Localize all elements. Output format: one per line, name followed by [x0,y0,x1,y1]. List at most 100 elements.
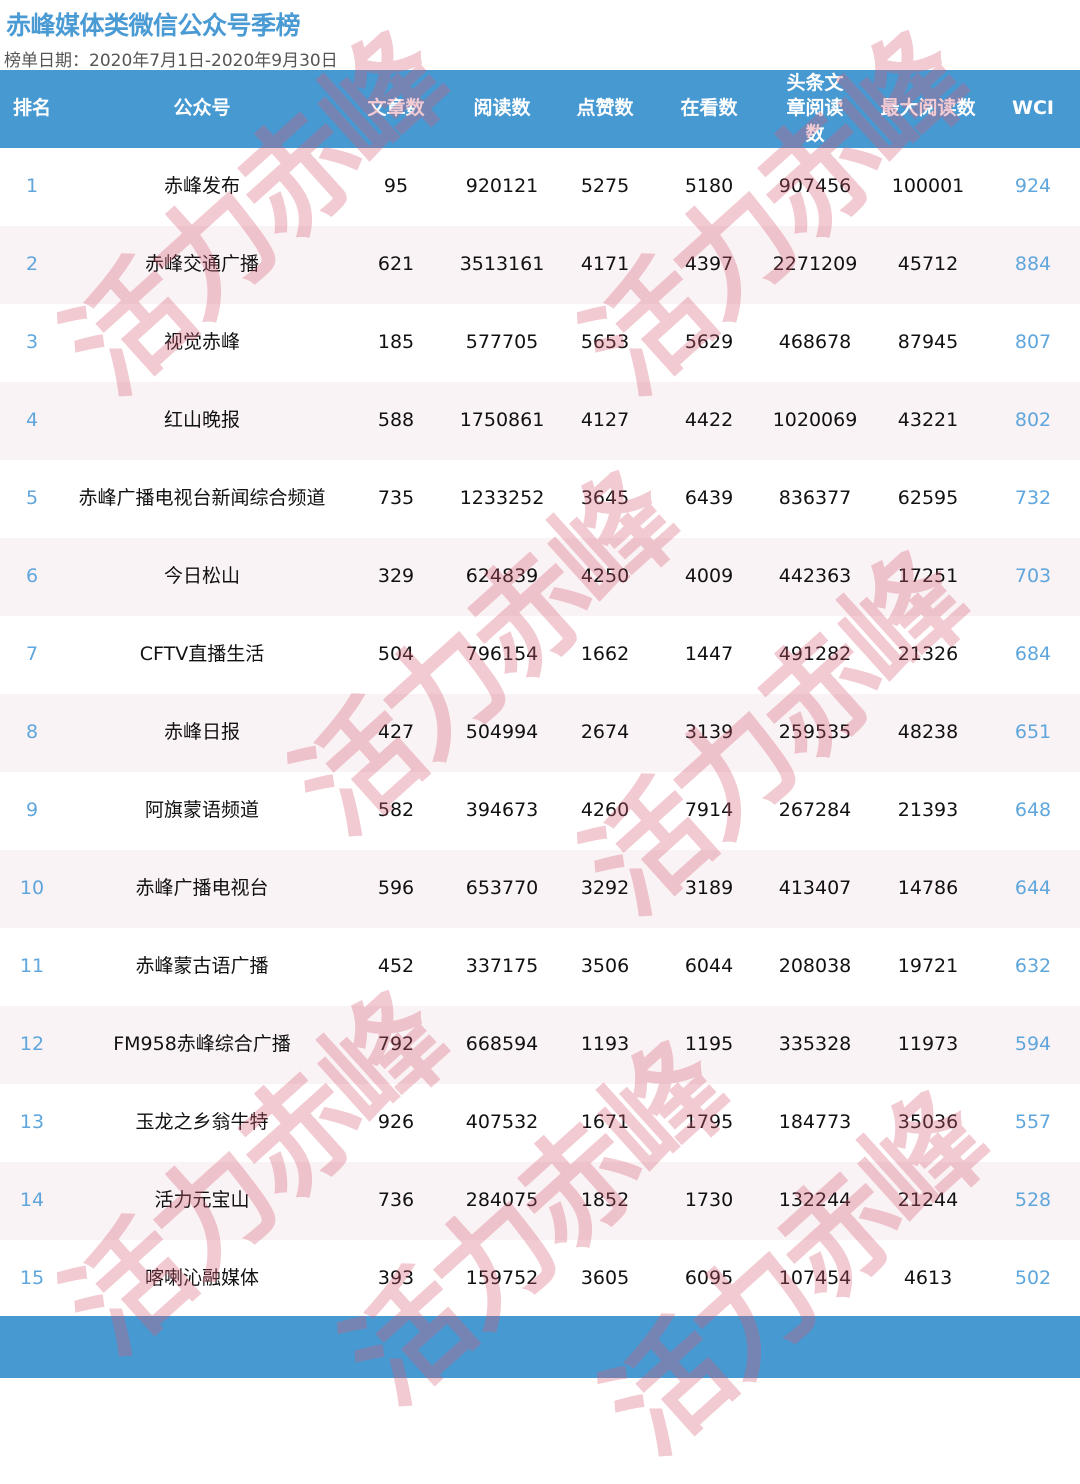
cell-reads: 284075 [465,1189,539,1212]
cell-likes: 3292 [580,877,630,900]
cell-watching: 1447 [684,643,734,666]
table-row: 10 赤峰广播电视台 596 653770 3292 3189 413407 14786 644 [0,850,1080,928]
cell-wci: 703 [1014,565,1052,588]
cell-articles: 926 [377,1111,415,1134]
cell-headline-reads: 1020069 [772,409,858,432]
header-likes: 点赞数 [576,97,634,120]
cell-articles: 596 [377,877,415,900]
cell-rank: 7 [25,643,39,666]
cell-reads: 1750861 [459,409,545,432]
cell-wci: 807 [1014,331,1052,354]
cell-max-reads: 43221 [897,409,959,432]
cell-watching: 4397 [684,253,734,276]
cell-wci: 632 [1014,955,1052,978]
cell-max-reads: 17251 [897,565,959,588]
cell-rank: 4 [25,409,39,432]
cell-max-reads: 4613 [903,1267,953,1290]
cell-articles: 736 [377,1189,415,1212]
cell-max-reads: 45712 [897,253,959,276]
cell-reads: 577705 [465,331,539,354]
cell-max-reads: 35036 [897,1111,959,1134]
cell-watching: 1730 [684,1189,734,1212]
cell-rank: 1 [25,175,39,198]
table-row: 11 赤峰蒙古语广播 452 337175 3506 6044 208038 19721 632 [0,928,1080,1006]
cell-reads: 394673 [465,799,539,822]
cell-likes: 5653 [580,331,630,354]
cell-max-reads: 14786 [897,877,959,900]
cell-account: 喀喇沁融媒体 [144,1267,259,1290]
cell-rank: 9 [25,799,39,822]
cell-account: 阿旗蒙语频道 [144,799,259,822]
cell-account: 玉龙之乡翁牛特 [135,1111,269,1134]
page-title: 赤峰媒体类微信公众号季榜 [6,11,301,40]
cell-articles: 735 [377,487,415,510]
cell-rank: 8 [25,721,39,744]
table-row: 8 赤峰日报 427 504994 2674 3139 259535 48238 651 [0,694,1080,772]
cell-headline-reads: 184773 [778,1111,852,1134]
cell-account: 赤峰广播电视台 [135,877,269,900]
cell-articles: 621 [377,253,415,276]
cell-headline-reads: 2271209 [772,253,858,276]
table-row: 7 CFTV直播生活 504 796154 1662 1447 491282 21326 684 [0,616,1080,694]
cell-rank: 11 [19,955,45,978]
cell-likes: 4250 [580,565,630,588]
cell-likes: 2674 [580,721,630,744]
table-row: 3 视觉赤峰 185 577705 5653 5629 468678 87945 807 [0,304,1080,382]
cell-account: 赤峰交通广播 [144,253,259,276]
cell-likes: 3645 [580,487,630,510]
header-watching: 在看数 [680,97,738,120]
header-wci: WCI [1012,97,1054,120]
cell-articles: 792 [377,1033,415,1056]
table-row: 15 喀喇沁融媒体 393 159752 3605 6095 107454 4613 502 [0,1240,1080,1318]
cell-wci: 644 [1014,877,1052,900]
cell-reads: 3513161 [459,253,545,276]
cell-watching: 3139 [684,721,734,744]
cell-watching: 1795 [684,1111,734,1134]
cell-rank: 6 [25,565,39,588]
cell-account: 视觉赤峰 [163,331,240,354]
header-reads: 阅读数 [473,97,531,120]
cell-likes: 5275 [580,175,630,198]
cell-headline-reads: 836377 [778,487,852,510]
cell-max-reads: 62595 [897,487,959,510]
date-range: 榜单日期：2020年7月1日-2020年9月30日 [4,51,338,71]
cell-articles: 504 [377,643,415,666]
ranking-table: 排名 公众号 文章数 阅读数 点赞数 在看数 头条文章阅读数 最大阅读数 WCI 1 赤峰发布 95… [0,70,1080,1318]
table-body: 1 赤峰发布 95 920121 5275 5180 907456 100001 924 2 赤峰交… [0,148,1080,1318]
cell-max-reads: 21326 [897,643,959,666]
cell-reads: 653770 [465,877,539,900]
cell-likes: 1671 [580,1111,630,1134]
cell-headline-reads: 907456 [778,175,852,198]
cell-wci: 802 [1014,409,1052,432]
cell-account: 今日松山 [163,565,240,588]
cell-rank: 14 [19,1189,45,1212]
cell-wci: 884 [1014,253,1052,276]
cell-headline-reads: 132244 [778,1189,852,1212]
cell-wci: 648 [1014,799,1052,822]
cell-articles: 393 [377,1267,415,1290]
cell-likes: 1852 [580,1189,630,1212]
cell-reads: 159752 [465,1267,539,1290]
cell-watching: 4422 [684,409,734,432]
cell-wci: 594 [1014,1033,1052,1056]
cell-max-reads: 100001 [891,175,965,198]
table-header: 排名 公众号 文章数 阅读数 点赞数 在看数 头条文章阅读数 最大阅读数 WCI [0,70,1080,148]
cell-reads: 624839 [465,565,539,588]
cell-wci: 924 [1014,175,1052,198]
cell-headline-reads: 335328 [778,1033,852,1056]
cell-reads: 504994 [465,721,539,744]
cell-account: CFTV直播生活 [139,643,265,666]
cell-account: 赤峰发布 [163,175,240,198]
cell-reads: 407532 [465,1111,539,1134]
cell-max-reads: 21244 [897,1189,959,1212]
cell-rank: 15 [19,1267,45,1290]
header-headline-reads: 头条文章阅读数 [786,71,844,145]
cell-account: 活力元宝山 [154,1189,250,1212]
cell-max-reads: 11973 [897,1033,959,1056]
table-row: 1 赤峰发布 95 920121 5275 5180 907456 100001 924 [0,148,1080,226]
cell-watching: 1195 [684,1033,734,1056]
cell-likes: 4127 [580,409,630,432]
cell-headline-reads: 468678 [778,331,852,354]
cell-account: 红山晚报 [163,409,240,432]
cell-likes: 4260 [580,799,630,822]
